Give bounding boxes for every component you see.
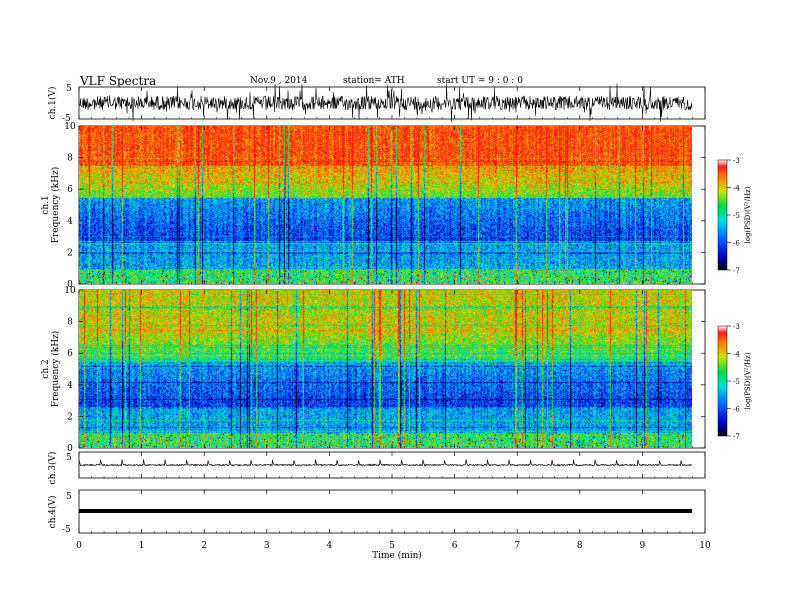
ch1-colorbar — [717, 159, 728, 271]
ch2-frequency-label: Frequency (kHz) — [50, 331, 61, 408]
x-tick-label-7: 7 — [514, 541, 520, 551]
ch4-ytick-top: 5 — [66, 492, 72, 502]
x-tick-label-10: 10 — [699, 541, 711, 551]
date-label: Nov.9 , 2014 — [250, 76, 308, 86]
ch1-spectrogram-ylabel: ch.1 — [41, 195, 51, 214]
ch2-colorbar — [717, 325, 728, 437]
freq-tick-label-4: 4 — [67, 217, 73, 227]
ch1-waveform-ylabel: ch.1(V) — [47, 87, 58, 120]
ch2-colorbar-label: log(PSD)(V²/Hz) — [744, 352, 752, 409]
freq-tick-label-0: 0 — [67, 444, 73, 454]
colorbar-tick-label--5: -5 — [733, 378, 740, 386]
freq-tick-label-0: 0 — [67, 280, 73, 290]
x-tick-label-0: 0 — [76, 541, 82, 551]
x-axis-label: Time (min) — [372, 550, 422, 561]
ch3-waveform-trace — [78, 459, 693, 467]
freq-tick-label-8: 8 — [67, 318, 73, 328]
x-tick-label-1: 1 — [139, 541, 145, 551]
x-tick-label-2: 2 — [201, 541, 207, 551]
ch1-frequency-label: Frequency (kHz) — [50, 167, 61, 244]
freq-tick-label-2: 2 — [67, 412, 73, 422]
ch4-ytick-bottom: -5 — [62, 525, 71, 535]
ch1-spectrogram-image — [79, 126, 692, 284]
ch4-waveform-panel: 5 -5 ch.4(V) — [47, 489, 706, 535]
ch4-waveform-trace — [79, 509, 692, 513]
freq-tick-label-4: 4 — [67, 381, 73, 391]
ch1-colorbar-label: log(PSD)(V²/Hz) — [744, 186, 752, 243]
colorbar-tick-label--4: -4 — [733, 351, 740, 359]
x-tick-label-9: 9 — [640, 541, 646, 551]
freq-tick-label-10: 10 — [64, 286, 76, 296]
x-tick-label-6: 6 — [452, 541, 458, 551]
colorbar-tick-label--5: -5 — [733, 212, 740, 220]
freq-tick-label-6: 6 — [67, 185, 73, 195]
station-label: station= ATH — [343, 76, 405, 86]
x-tick-label-8: 8 — [577, 541, 583, 551]
x-tick-label-3: 3 — [264, 541, 270, 551]
ch1-waveform-trace — [78, 83, 693, 123]
ch2-spectrogram-image — [79, 290, 692, 448]
colorbar-tick-label--7: -7 — [733, 267, 740, 275]
colorbar-tick-label--3: -3 — [733, 157, 740, 165]
x-tick-label-5: 5 — [389, 541, 395, 551]
colorbar-tick-label--3: -3 — [733, 323, 740, 331]
freq-tick-label-10: 10 — [64, 122, 76, 132]
ch4-waveform-ylabel: ch.4(V) — [47, 496, 58, 529]
start-time-label: start UT = 9 : 0 : 0 — [437, 76, 523, 86]
colorbar-tick-label--4: -4 — [733, 185, 740, 193]
freq-tick-label-6: 6 — [67, 349, 73, 359]
x-tick-label-4: 4 — [327, 541, 333, 551]
colorbar-tick-label--7: -7 — [733, 433, 740, 441]
ch1-waveform-panel: 5 -5 ch.1(V) — [47, 83, 706, 124]
ch2-spectrogram-ylabel: ch.2 — [41, 359, 51, 378]
ch1-ytick-bottom: -5 — [62, 114, 71, 124]
colorbar-tick-label--6: -6 — [733, 406, 740, 414]
freq-tick-label-8: 8 — [67, 154, 73, 164]
ch3-waveform-ylabel: ch.3(V) — [47, 452, 58, 485]
ch3-waveform-panel: 5 ch.3(V) — [47, 452, 706, 485]
colorbar-tick-label--6: -6 — [733, 240, 740, 248]
ch3-ytick-top: 5 — [66, 453, 72, 463]
ch1-ytick-top: 5 — [66, 84, 72, 94]
figure-title: VLF Spectra — [79, 74, 156, 88]
freq-tick-label-2: 2 — [67, 248, 73, 258]
